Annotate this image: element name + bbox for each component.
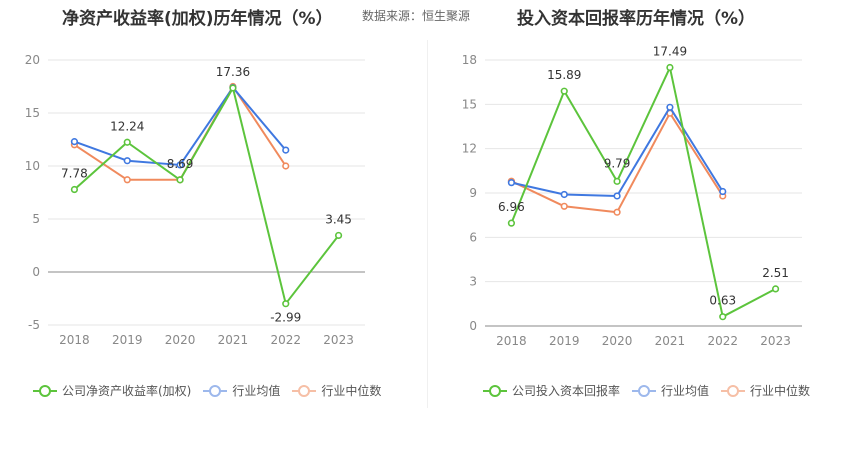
data-label: 6.96: [498, 200, 525, 214]
x-tick-label: 2019: [549, 334, 580, 348]
series-line-company: [510, 66, 777, 318]
legend-roic: 公司投入资本回报率 行业均值 行业中位数: [483, 382, 822, 399]
data-point-company: [334, 231, 343, 240]
x-tick-label: 2023: [323, 333, 354, 347]
legend-item-company-roe[interactable]: 公司净资产收益率(加权): [33, 382, 191, 399]
legend-item-median-roe[interactable]: 行业中位数: [292, 382, 381, 399]
data-point-avg: [613, 192, 621, 200]
data-label: 7.78: [61, 167, 88, 181]
data-label: 15.89: [547, 68, 581, 82]
data-label: 0.63: [709, 294, 736, 308]
data-point-company: [229, 84, 237, 92]
data-point-median: [613, 208, 621, 216]
legend-swatch-median: [292, 384, 317, 397]
data-point-company: [719, 313, 727, 321]
legend-swatch-avg: [632, 384, 657, 397]
data-point-company: [70, 185, 79, 194]
x-tick-label: 2022: [270, 333, 301, 347]
x-tick-label: 2018: [59, 333, 90, 347]
series-line-avg: [74, 86, 287, 166]
legend-item-company-roic[interactable]: 公司投入资本回报率: [483, 382, 620, 399]
chart-title-roic: 投入资本回报率历年情况（%）: [517, 9, 756, 29]
y-tick-label: -5: [28, 318, 40, 332]
x-tick-label: 2020: [602, 334, 633, 348]
x-tick-label: 2021: [655, 334, 686, 348]
data-point-avg: [560, 190, 568, 199]
legend-label-company-roe: 公司净资产收益率(加权): [62, 384, 192, 398]
data-point-company: [666, 63, 674, 72]
legend-swatch-avg: [203, 384, 228, 397]
y-tick-label: 15: [462, 97, 477, 111]
x-tick-label: 2023: [760, 334, 791, 348]
data-point-median: [282, 162, 290, 170]
data-point-company: [507, 219, 516, 227]
y-tick-label: 9: [469, 186, 477, 200]
panel-divider: [427, 40, 428, 408]
data-point-company: [123, 138, 131, 146]
data-label: 17.49: [653, 45, 687, 59]
data-point-avg: [666, 103, 674, 111]
data-source-label: 数据来源：恒生聚源: [362, 9, 471, 23]
y-tick-label: 0: [469, 319, 477, 333]
data-point-avg: [719, 187, 727, 196]
data-point-company: [176, 176, 184, 184]
data-point-median: [560, 202, 568, 210]
data-point-company: [560, 87, 568, 95]
x-tick-label: 2020: [165, 333, 196, 347]
y-tick-label: 6: [469, 230, 477, 244]
data-label: 17.36: [216, 65, 250, 79]
legend-label-avg-roic: 行业均值: [661, 384, 710, 398]
legend-swatch-company: [33, 384, 57, 397]
legend-roe: 公司净资产收益率(加权) 行业均值 行业中位数: [33, 382, 393, 399]
x-tick-label: 2019: [112, 333, 143, 347]
legend-item-avg-roic[interactable]: 行业均值: [632, 382, 709, 399]
y-tick-label: 0: [32, 265, 40, 279]
data-label: 3.45: [325, 212, 352, 226]
data-label: 12.24: [110, 119, 144, 133]
y-tick-label: 18: [462, 53, 477, 67]
data-point-company: [613, 177, 621, 185]
legend-label-company-roic: 公司投入资本回报率: [512, 384, 621, 398]
data-point-company: [282, 300, 290, 308]
data-point-avg: [70, 138, 79, 146]
y-tick-label: 10: [25, 159, 40, 173]
y-tick-label: 5: [32, 212, 40, 226]
y-tick-label: 15: [25, 106, 40, 120]
data-label: 9.79: [604, 156, 631, 170]
x-tick-label: 2022: [707, 334, 738, 348]
data-point-company: [771, 285, 780, 293]
legend-label-median-roic: 行业中位数: [750, 384, 811, 398]
legend-swatch-median: [721, 384, 746, 397]
data-point-avg: [507, 179, 516, 187]
data-label: -2.99: [270, 311, 301, 325]
legend-label-median-roe: 行业中位数: [321, 384, 382, 398]
legend-item-avg-roe[interactable]: 行业均值: [203, 382, 280, 399]
chart-title-roe: 净资产收益率(加权)历年情况（%）: [62, 9, 333, 29]
data-point-avg: [282, 146, 290, 154]
data-point-avg: [123, 157, 131, 165]
series-line-company: [73, 86, 340, 305]
legend-label-avg-roe: 行业均值: [232, 384, 281, 398]
y-tick-label: 3: [469, 275, 477, 289]
y-tick-label: 20: [25, 53, 40, 67]
x-tick-label: 2021: [218, 333, 249, 347]
legend-swatch-company: [483, 384, 507, 397]
y-tick-label: 12: [462, 142, 477, 156]
x-tick-label: 2018: [496, 334, 527, 348]
data-point-median: [123, 176, 131, 184]
data-label: 2.51: [762, 266, 789, 280]
data-label: 8.69: [167, 157, 194, 171]
data-point-avg: [176, 161, 184, 169]
legend-item-median-roic[interactable]: 行业中位数: [721, 382, 810, 399]
